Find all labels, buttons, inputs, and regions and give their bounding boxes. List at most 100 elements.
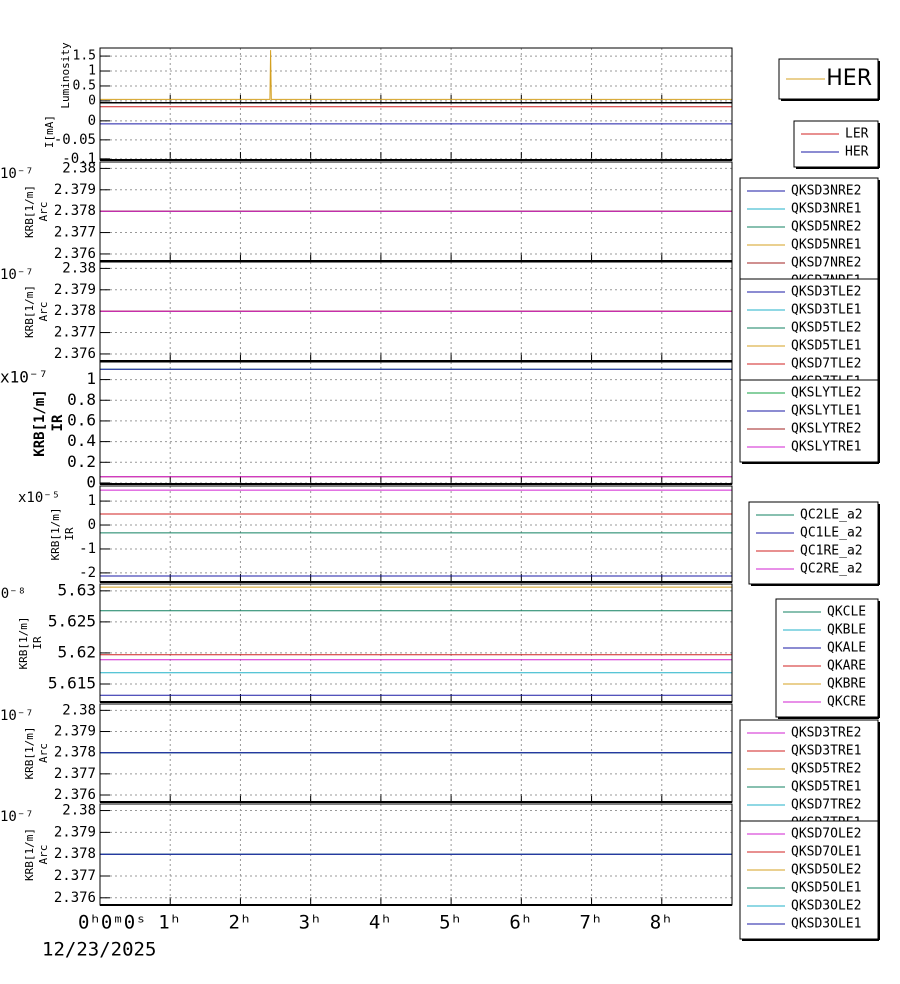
legend-box bbox=[739, 379, 879, 463]
legend-label: QKSD7TLE2 bbox=[791, 357, 861, 372]
legend-box bbox=[739, 719, 879, 839]
y-exponent: x10⁻⁵ bbox=[18, 490, 60, 506]
y-tick-label: 0 bbox=[88, 113, 96, 129]
y-tick-label: -2 bbox=[79, 565, 96, 581]
y-tick-label: 2.38 bbox=[62, 160, 96, 176]
plot-area bbox=[100, 362, 732, 484]
y-axis-label: KRB[1/m] bbox=[23, 185, 36, 238]
legend-label: QKCLE bbox=[827, 605, 866, 620]
y-tick-label: 0 bbox=[86, 472, 96, 491]
legend-label: QKSD3TRE2 bbox=[791, 726, 861, 741]
legend-label: QKSD3OLE2 bbox=[791, 899, 861, 914]
x-tick-label: 1ʰ bbox=[158, 912, 181, 934]
x-tick-label: 5ʰ bbox=[439, 912, 462, 934]
legend-label: QKSD3NRE2 bbox=[791, 184, 861, 199]
legend-label: QC2LE_a2 bbox=[800, 508, 863, 523]
legend-label: QKBRE bbox=[827, 677, 866, 692]
y-tick-label: 2.377 bbox=[54, 325, 96, 341]
y-tick-label: -0.1 bbox=[62, 151, 96, 167]
y-exponent: 10⁻⁸ bbox=[0, 586, 26, 602]
y-axis-label: KRB[1/m] bbox=[23, 727, 36, 780]
y-tick-label: 2.376 bbox=[54, 787, 96, 803]
legend-label: QKSD3TRE1 bbox=[791, 744, 861, 759]
y-tick-label: 2.376 bbox=[54, 890, 96, 906]
legend-label: QKALE bbox=[827, 641, 866, 656]
y-tick-label: 2.378 bbox=[54, 303, 96, 319]
legend-label: HER bbox=[826, 66, 872, 91]
legend-box bbox=[739, 278, 879, 398]
x-tick-label: 8ʰ bbox=[650, 912, 673, 934]
plot-area bbox=[100, 103, 732, 160]
legend-label: QKSLYTLE2 bbox=[791, 386, 861, 401]
y-tick-label: 0.8 bbox=[67, 390, 96, 409]
plot-area bbox=[100, 584, 732, 702]
y-axis-label: KRB[1/m] bbox=[32, 389, 48, 456]
y-tick-label: 2.38 bbox=[62, 803, 96, 819]
legend-label: QC1RE_a2 bbox=[800, 544, 863, 559]
y-exponent: 10⁻⁷ bbox=[0, 809, 34, 825]
y-tick-label: 0.6 bbox=[67, 410, 96, 429]
legend-label: QKSLYTRE2 bbox=[791, 422, 861, 437]
legend-box bbox=[793, 120, 879, 168]
x-tick-label: 0ʰ0ᵐ0ˢ bbox=[78, 912, 147, 934]
y-tick-label: 1 bbox=[88, 64, 96, 79]
y-exponent: 10⁻⁷ bbox=[0, 267, 34, 283]
y-exponent: x10⁻⁷ bbox=[0, 368, 48, 387]
y-tick-label: 2.377 bbox=[54, 766, 96, 782]
legend-label: QKSLYTLE1 bbox=[791, 404, 861, 419]
legend-label: QKSD5NRE2 bbox=[791, 220, 861, 235]
legend-label: QC2RE_a2 bbox=[800, 562, 863, 577]
legend-label: QC1LE_a2 bbox=[800, 526, 863, 541]
legend-label: HER bbox=[845, 145, 869, 160]
y-tick-label: 0 bbox=[88, 93, 96, 108]
y-tick-label: 0.4 bbox=[67, 431, 96, 450]
y-axis-label: I[mA] bbox=[43, 115, 56, 148]
x-tick-label: 3ʰ bbox=[299, 912, 322, 934]
y-axis-label: Arc bbox=[37, 302, 50, 322]
x-tick-label: 2ʰ bbox=[228, 912, 251, 934]
y-tick-label: 5.63 bbox=[57, 580, 96, 599]
legend-label: QKCRE bbox=[827, 695, 866, 710]
y-tick-label: 2.379 bbox=[54, 724, 96, 740]
y-tick-label: -0.05 bbox=[54, 132, 96, 148]
legend-label: QKSD7OLE1 bbox=[791, 845, 861, 860]
y-exponent: 10⁻⁷ bbox=[0, 708, 34, 724]
y-axis-label: IR bbox=[31, 636, 44, 650]
legend-box bbox=[739, 820, 879, 940]
y-tick-label: 0 bbox=[88, 517, 96, 533]
y-axis-label: IR bbox=[63, 527, 76, 541]
y-tick-label: 5.62 bbox=[57, 642, 96, 661]
y-tick-label: 2.376 bbox=[54, 246, 96, 262]
y-axis-label: KRB[1/m] bbox=[23, 285, 36, 338]
legend-label: QKSD3OLE1 bbox=[791, 917, 861, 932]
y-tick-label: 1.5 bbox=[73, 49, 96, 64]
legend-label: QKSLYTRE1 bbox=[791, 440, 861, 455]
y-axis-label: Arc bbox=[37, 202, 50, 222]
legend-label: QKSD5TLE1 bbox=[791, 339, 861, 354]
legend-label: QKSD5OLE1 bbox=[791, 881, 861, 896]
x-tick-label: 6ʰ bbox=[509, 912, 532, 934]
y-tick-label: 2.378 bbox=[54, 203, 96, 219]
y-tick-label: 5.615 bbox=[48, 673, 96, 692]
y-axis-label: KRB[1/m] bbox=[49, 508, 62, 561]
plot-area bbox=[100, 486, 732, 582]
y-tick-label: 1 bbox=[88, 493, 96, 509]
legend-label: QKSD5OLE2 bbox=[791, 863, 861, 878]
legend-label: QKSD7OLE2 bbox=[791, 827, 861, 842]
legend-label: QKBLE bbox=[827, 623, 866, 638]
y-tick-label: 2.378 bbox=[54, 745, 96, 761]
y-tick-label: 2.378 bbox=[54, 846, 96, 862]
y-axis-label: IR bbox=[50, 414, 66, 431]
y-tick-label: 0.5 bbox=[73, 78, 96, 93]
series-line bbox=[100, 50, 732, 100]
y-tick-label: 2.38 bbox=[62, 260, 96, 276]
legend-label: QKARE bbox=[827, 659, 866, 674]
y-tick-label: 2.379 bbox=[54, 282, 96, 298]
y-tick-label: 2.379 bbox=[54, 824, 96, 840]
legend-label: QKSD3TLE1 bbox=[791, 303, 861, 318]
y-axis-label: KRB[1/m] bbox=[17, 617, 30, 670]
y-tick-label: 2.377 bbox=[54, 868, 96, 884]
legend-label: LER bbox=[845, 127, 869, 142]
x-tick-label: 7ʰ bbox=[580, 912, 603, 934]
